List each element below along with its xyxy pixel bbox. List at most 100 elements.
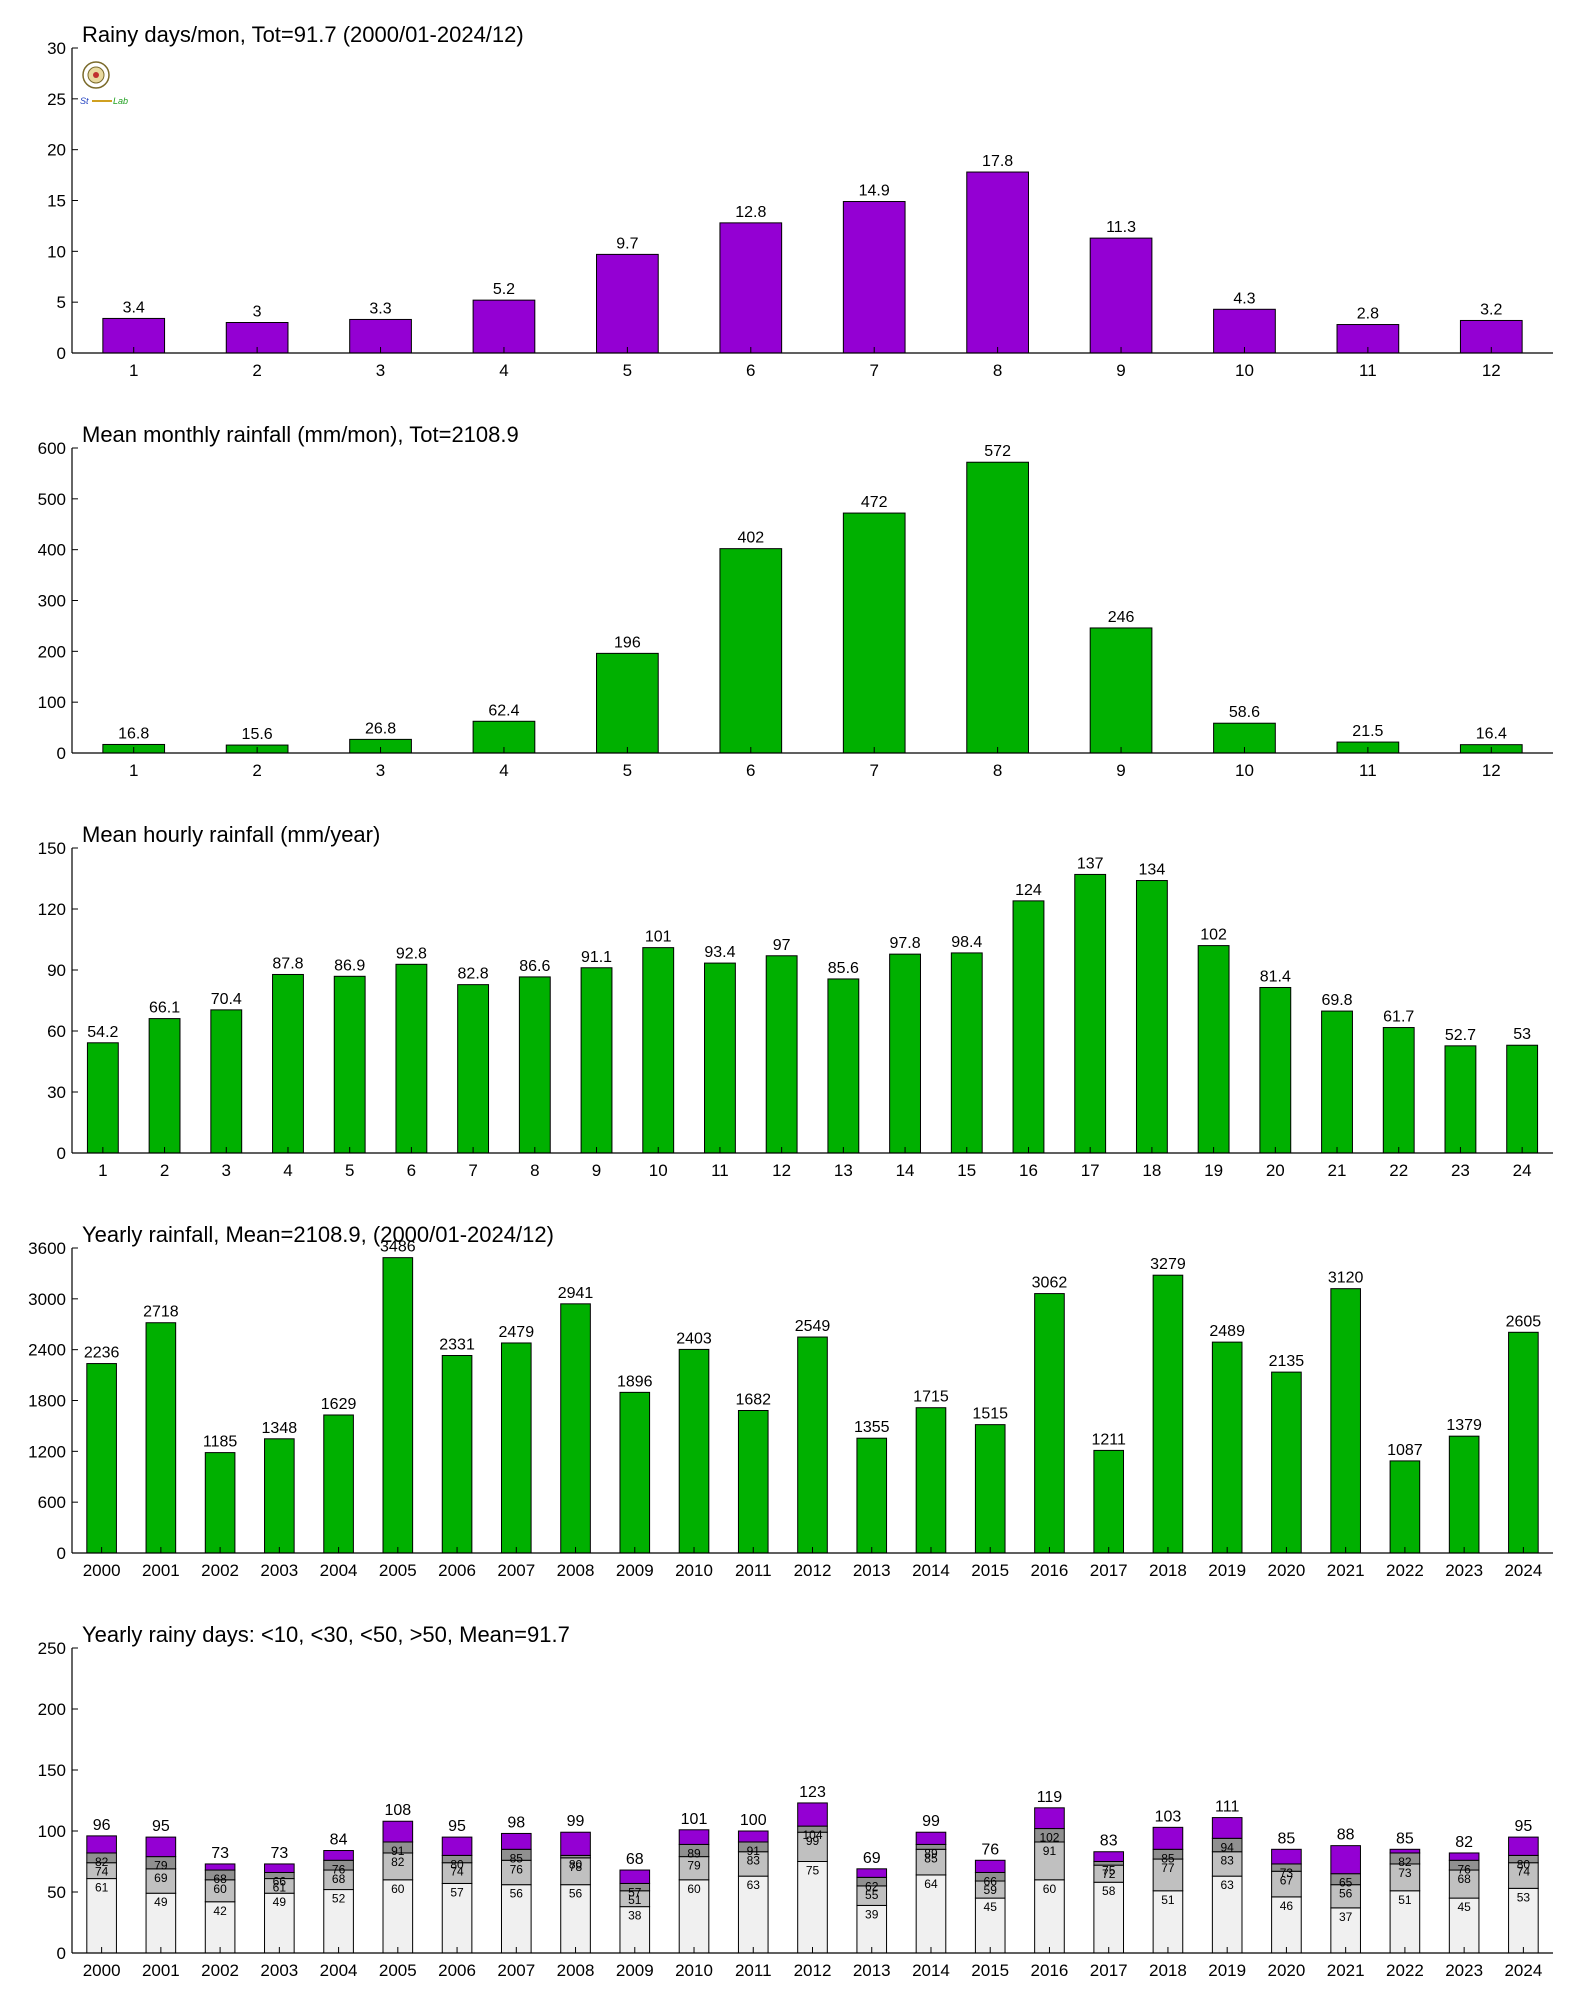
bar-segment-gt50 — [1389, 1848, 1421, 1854]
logo-text-left: St — [80, 96, 89, 106]
data-label: 69.8 — [1321, 992, 1352, 1009]
segment-label: 39 — [865, 1907, 879, 1921]
segment-label: 102 — [1039, 1831, 1059, 1845]
data-label: 196 — [614, 634, 641, 651]
x-tick-label: 2020 — [1268, 1561, 1306, 1580]
bar-segment-lt10 — [974, 1897, 1006, 1954]
x-tick-label: 2002 — [201, 1561, 239, 1580]
segment-label: 63 — [747, 1878, 761, 1892]
segment-label: 51 — [628, 1893, 642, 1907]
segment-label: 58 — [1102, 1884, 1116, 1898]
x-tick-label: 7 — [869, 761, 878, 780]
bar — [580, 967, 613, 1154]
x-tick-label: 2008 — [557, 1961, 595, 1980]
x-tick-label: 20 — [1266, 1161, 1285, 1180]
y-tick-label: 3600 — [28, 1239, 66, 1258]
segment-label: 68 — [213, 1872, 227, 1886]
segment-label: 56 — [569, 1887, 583, 1901]
data-label: 53 — [1513, 1026, 1531, 1043]
segment-label: 74 — [1517, 1865, 1531, 1879]
x-tick-label: 2004 — [320, 1561, 358, 1580]
x-tick-label: 12 — [1482, 361, 1501, 380]
data-label: 97.8 — [889, 935, 920, 952]
data-label: 3279 — [1150, 1256, 1186, 1273]
y-tick-label: 150 — [38, 839, 66, 858]
bar-segment-gt50 — [1271, 1848, 1302, 1865]
total-label: 85 — [1396, 1830, 1414, 1847]
x-tick-label: 2013 — [853, 1961, 891, 1980]
chart-title: Rainy days/mon, Tot=91.7 (2000/01-2024/1… — [82, 22, 524, 47]
data-label: 1682 — [735, 1391, 771, 1408]
bar-segment-gt50 — [678, 1829, 710, 1845]
bar-segment-lt10 — [1330, 1907, 1361, 1954]
segment-label: 42 — [213, 1904, 227, 1918]
y-tick-label: 10 — [47, 242, 66, 261]
bar-segment-lt10 — [1508, 1887, 1539, 1954]
segment-label: 77 — [1161, 1861, 1175, 1875]
x-tick-label: 2021 — [1327, 1561, 1365, 1580]
data-label: 97 — [773, 937, 791, 954]
y-tick-label: 200 — [38, 1700, 66, 1719]
data-label: 1185 — [203, 1434, 238, 1451]
data-label: 2.8 — [1357, 306, 1379, 323]
x-tick-label: 7 — [869, 361, 878, 380]
bar — [842, 201, 906, 354]
x-tick-label: 2012 — [794, 1561, 832, 1580]
bar-segment-gt50 — [1211, 1817, 1243, 1839]
x-tick-label: 2011 — [735, 1561, 772, 1580]
segment-label: 46 — [1280, 1899, 1294, 1913]
y-tick-label: 30 — [47, 39, 66, 58]
data-label: 3.2 — [1480, 301, 1502, 318]
data-label: 16.8 — [118, 725, 149, 742]
data-label: 86.9 — [334, 957, 365, 974]
bar — [619, 1391, 651, 1554]
x-tick-label: 9 — [592, 1161, 601, 1180]
segment-label: 52 — [332, 1892, 346, 1906]
y-tick-label: 25 — [47, 90, 66, 109]
x-tick-label: 14 — [896, 1161, 915, 1180]
x-tick-label: 13 — [834, 1161, 853, 1180]
segment-label: 82 — [391, 1855, 405, 1869]
x-tick-label: 12 — [1482, 761, 1501, 780]
bar — [1034, 1293, 1065, 1554]
data-label: 21.5 — [1352, 723, 1383, 740]
bar — [145, 1322, 177, 1554]
data-label: 11.3 — [1106, 219, 1136, 236]
data-label: 93.4 — [704, 944, 735, 961]
segment-label: 75 — [1102, 1864, 1116, 1878]
x-tick-label: 2000 — [83, 1961, 121, 1980]
total-label: 100 — [740, 1812, 767, 1829]
chart-title: Mean hourly rainfall (mm/year) — [82, 822, 380, 847]
rainy-days-chart: Rainy days/mon, Tot=91.7 (2000/01-2024/1… — [47, 22, 1553, 380]
total-label: 68 — [626, 1851, 644, 1868]
bar — [765, 955, 798, 1154]
monthly-rainfall-chart: Mean monthly rainfall (mm/mon), Tot=2108… — [38, 422, 1553, 780]
segment-label: 62 — [865, 1879, 879, 1893]
data-label: 26.8 — [365, 720, 396, 737]
seal-logo-icon: St Lab — [80, 61, 128, 106]
segment-label: 45 — [1457, 1900, 1471, 1914]
logo-text-right: Lab — [113, 96, 128, 106]
y-tick-label: 150 — [38, 1761, 66, 1780]
segment-label: 64 — [924, 1877, 938, 1891]
data-label: 4.3 — [1233, 290, 1255, 307]
bar-segment-lt30 — [1271, 1870, 1302, 1898]
y-tick-label: 90 — [47, 961, 66, 980]
segment-label: 51 — [1161, 1893, 1175, 1907]
bar — [827, 978, 860, 1154]
segment-label: 79 — [154, 1859, 168, 1873]
chart-title: Yearly rainy days: <10, <30, <50, >50, M… — [82, 1622, 570, 1647]
x-tick-label: 2023 — [1445, 1561, 1483, 1580]
segment-label: 85 — [1161, 1851, 1175, 1865]
segment-label: 45 — [984, 1900, 998, 1914]
bar — [264, 1438, 295, 1554]
segment-label: 61 — [95, 1881, 109, 1895]
data-label: 58.6 — [1229, 704, 1260, 721]
segment-label: 59 — [984, 1883, 998, 1897]
bar-segment-gt50 — [1034, 1807, 1065, 1830]
bar — [889, 953, 921, 1154]
x-tick-label: 2002 — [201, 1961, 239, 1980]
x-tick-label: 5 — [623, 361, 632, 380]
bar-segment-lt30 — [145, 1868, 177, 1894]
x-tick-label: 2019 — [1208, 1961, 1246, 1980]
